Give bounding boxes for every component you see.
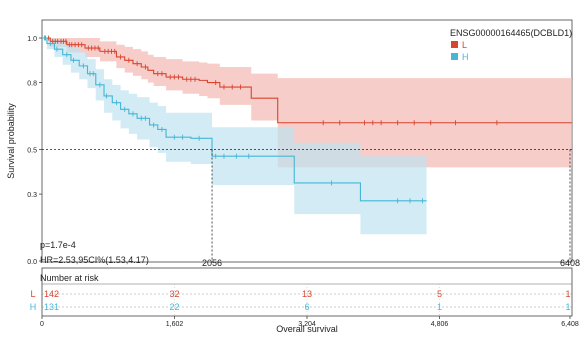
- risk-count: 6: [304, 302, 309, 312]
- y-tick-label: 1.0: [27, 36, 37, 43]
- risk-group-label: H: [30, 302, 37, 312]
- x-tick-label: 3,204: [298, 321, 316, 328]
- survival-curve-l: [42, 37, 572, 124]
- y-tick-label: 0.0: [27, 259, 37, 266]
- risk-table-title: Number at risk: [40, 273, 99, 283]
- legend-title: ENSG00000164465(DCBLD1): [450, 28, 572, 38]
- y-tick-label: 0.5: [27, 148, 37, 155]
- y-tick-label: 0.8: [27, 81, 37, 88]
- legend-swatch-h: [451, 53, 458, 60]
- risk-count: 1: [437, 302, 442, 312]
- x-tick-label: 4,806: [431, 321, 449, 328]
- median-value-label: 2056: [202, 258, 222, 268]
- risk-count: 1: [565, 302, 570, 312]
- median-value-label: 6408: [560, 258, 580, 268]
- x-tick-label: 6,408: [561, 321, 579, 328]
- risk-count: 22: [169, 302, 179, 312]
- confidence-band-h: [42, 38, 427, 235]
- hazard-ratio-annotation: HR=2.53,95CI%(1.53,4.17): [40, 255, 149, 265]
- x-axis-label: Overall survival: [276, 324, 338, 334]
- legend-swatch-l: [451, 41, 458, 48]
- risk-group-label: L: [30, 289, 35, 299]
- legend-label-h: H: [462, 52, 469, 62]
- y-tick-label: 0.3: [27, 192, 37, 199]
- confidence-band-l: [42, 38, 572, 168]
- legend: ENSG00000164465(DCBLD1) L H: [450, 28, 572, 62]
- risk-count: 142: [44, 289, 59, 299]
- legend-label-l: L: [462, 40, 467, 50]
- x-tick-label: 1,602: [166, 321, 184, 328]
- y-axis-label: Survival probability: [6, 103, 16, 179]
- p-value-annotation: p=1.7e-4: [40, 240, 76, 250]
- x-tick-label: 0: [40, 321, 44, 328]
- risk-count: 131: [44, 302, 59, 312]
- risk-count: 1: [565, 289, 570, 299]
